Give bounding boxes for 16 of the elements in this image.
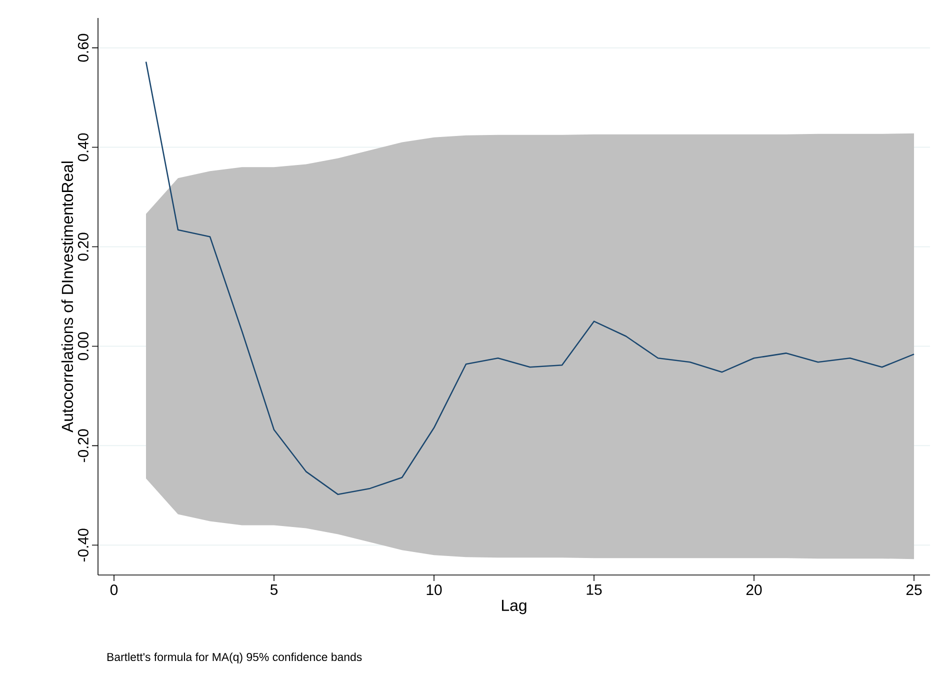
x-tick-label: 5 <box>270 584 278 595</box>
x-tick-label: 15 <box>586 584 602 595</box>
y-tick-label: -0.20 <box>78 429 88 462</box>
y-tick-label: -0.40 <box>78 528 88 562</box>
y-tick-label: 0.00 <box>78 332 88 360</box>
y-tick-label: 0.40 <box>78 133 88 162</box>
y-tick-label: 0.20 <box>78 232 88 261</box>
y-axis-title: Autocorrelations of DInvestimentoReal <box>61 162 74 432</box>
x-tick-label: 0 <box>110 584 118 596</box>
x-tick-label: 10 <box>426 584 442 596</box>
x-tick-label: 25 <box>906 584 922 596</box>
text: Bartlett's formula for MA(q) 95% confidence bands <box>107 652 362 664</box>
x-axis-title: Lag <box>502 600 526 614</box>
x-tick-label: 20 <box>746 584 762 596</box>
y-tick-label: 0.60 <box>78 34 88 62</box>
line-series <box>145 61 915 496</box>
